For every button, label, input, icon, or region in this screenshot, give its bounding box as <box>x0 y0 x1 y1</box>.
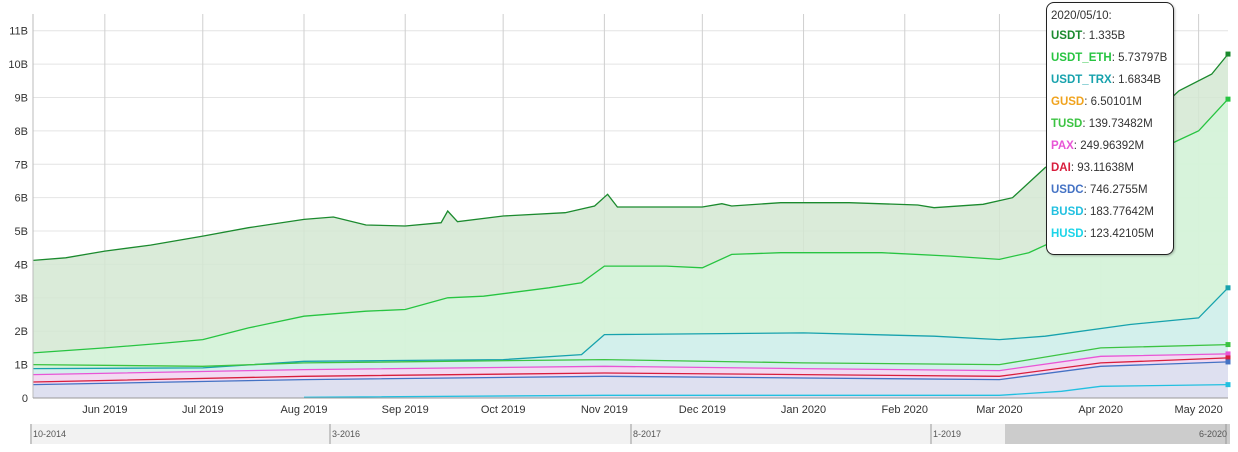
tooltip: 2020/05/10: USDT: 1.335B USDT_ETH: 5.7379… <box>1046 2 1174 255</box>
tooltip-series-value: 746.2755M <box>1089 184 1148 196</box>
tooltip-rows: USDT: 1.335B USDT_ETH: 5.73797B USDT_TRX: … <box>1051 29 1169 249</box>
tooltip-series-name: USDT_TRX <box>1051 74 1112 86</box>
tooltip-series-name: USDT <box>1051 30 1083 42</box>
tooltip-row-usdt: USDT: 1.335B <box>1051 29 1169 51</box>
tooltip-series-value: 249.96392M <box>1080 140 1145 152</box>
navigator-label: 10-2014 <box>33 429 66 439</box>
tooltip-separator: : <box>1082 30 1089 42</box>
y-tick-label: 3B <box>15 293 28 305</box>
series-lines <box>32 51 1231 398</box>
line-pax <box>32 353 1229 376</box>
range-navigator[interactable]: 10-2014 3-2016 8-2017 1-2019 6-2020 <box>30 424 1230 444</box>
tooltip-series-value: 6.50101M <box>1090 96 1142 108</box>
x-tick-label: Feb 2020 <box>882 404 928 416</box>
x-tick-label: Mar 2020 <box>976 404 1022 416</box>
tooltip-row-husd: HUSD: 123.42105M <box>1051 227 1169 249</box>
y-tick-label: 9B <box>15 92 28 104</box>
marker-tusd <box>1225 342 1231 348</box>
tooltip-series-value: 5.73797B <box>1118 52 1168 64</box>
tooltip-row-busd: BUSD: 183.77642M <box>1051 205 1169 227</box>
x-tick-label: Nov 2019 <box>581 404 628 416</box>
y-tick-label: 2B <box>15 326 28 338</box>
tooltip-separator: : <box>1083 184 1090 196</box>
tooltip-series-value: 1.335B <box>1088 30 1126 42</box>
y-tick-label: 1B <box>15 360 28 372</box>
tooltip-separator: : <box>1084 96 1091 108</box>
y-tick-label: 5B <box>15 226 28 238</box>
tooltip-date: 2020/05/10: <box>1051 10 1112 22</box>
tooltip-separator: : <box>1083 228 1090 240</box>
tooltip-separator: : <box>1111 74 1119 86</box>
x-axis: Jun 2019 Jul 2019 Aug 2019 Sep 2019 Oct 2019… <box>33 397 1228 416</box>
x-tick-label: Jan 2020 <box>781 404 826 416</box>
tooltip-series-value: 93.11638M <box>1077 162 1134 174</box>
tooltip-series-value: 1.6834B <box>1118 74 1161 86</box>
tooltip-series-name: DAI <box>1051 162 1071 174</box>
line-busd <box>303 383 1229 398</box>
navigator-label: 3-2016 <box>332 429 360 439</box>
tooltip-series-name: USDC <box>1051 184 1084 196</box>
line-usdt-trx <box>32 287 1229 370</box>
x-tick-label: Oct 2019 <box>481 404 526 416</box>
navigator-label: 8-2017 <box>633 429 661 439</box>
area-usdc <box>33 361 1228 398</box>
y-tick-label: 6B <box>15 193 28 205</box>
y-tick-label: 8B <box>15 126 28 138</box>
line-tusd <box>32 343 1229 367</box>
tooltip-series-name: PAX <box>1051 140 1074 152</box>
x-tick-label: Sep 2019 <box>382 404 429 416</box>
tooltip-separator: : <box>1070 162 1078 174</box>
tooltip-separator: : <box>1111 52 1119 64</box>
line-usdt <box>32 53 1229 262</box>
marker-usdc <box>1225 359 1231 365</box>
x-tick-label: Jul 2019 <box>182 404 224 416</box>
x-tick-label: Jun 2019 <box>82 404 127 416</box>
area-usdt-eth <box>33 99 1228 398</box>
y-tick-label: 11B <box>9 26 28 38</box>
navigator-label: 1-2019 <box>933 429 961 439</box>
navigator-label: 6-2020 <box>1199 429 1227 439</box>
marker-dai <box>1225 355 1231 361</box>
x-tick-label: Aug 2019 <box>280 404 327 416</box>
tooltip-series-value: 139.73482M <box>1088 118 1153 130</box>
marker-usdt-eth <box>1225 96 1231 102</box>
tooltip-series-value: 183.77642M <box>1089 206 1154 218</box>
tooltip-row-gusd: GUSD: 6.50101M <box>1051 95 1169 117</box>
y-tick-label: 7B <box>15 159 28 171</box>
tooltip-row-usdt-trx: USDT_TRX: 1.6834B <box>1051 73 1169 95</box>
y-tick-label: 4B <box>15 259 28 271</box>
tooltip-series-name: BUSD <box>1051 206 1084 218</box>
x-tick-label: Dec 2019 <box>679 404 726 416</box>
y-tick-label: 0 <box>22 393 28 405</box>
marker-busd <box>1225 382 1231 388</box>
tooltip-row-usdc: USDC: 746.2755M <box>1051 183 1169 205</box>
y-tick-label: 10B <box>8 59 28 71</box>
x-tick-label: May 2020 <box>1174 404 1222 416</box>
tooltip-series-name: GUSD <box>1051 96 1085 108</box>
tooltip-separator: : <box>1073 140 1081 152</box>
line-dai <box>32 357 1229 383</box>
line-usdc <box>32 361 1229 386</box>
y-axis: 0 1B 2B 3B 4B 5B 6B 7B 8B 9B 10B 11B <box>8 14 34 405</box>
tooltip-series-name: TUSD <box>1051 118 1083 130</box>
tooltip-row-usdt-eth: USDT_ETH: 5.73797B <box>1051 51 1169 73</box>
tooltip-series-value: 123.42105M <box>1089 228 1154 240</box>
tooltip-row-dai: DAI: 93.11638M <box>1051 161 1169 183</box>
navigator-selection[interactable] <box>1005 424 1230 444</box>
tooltip-row-pax: PAX: 249.96392M <box>1051 139 1169 161</box>
marker-usdt-trx <box>1225 285 1231 291</box>
marker-usdt <box>1225 51 1231 57</box>
tooltip-separator: : <box>1083 206 1090 218</box>
tooltip-row-tusd: TUSD: 139.73482M <box>1051 117 1169 139</box>
tooltip-series-name: USDT_ETH <box>1051 52 1112 64</box>
marker-pax <box>1225 351 1231 357</box>
x-tick-label: Apr 2020 <box>1078 404 1123 416</box>
tooltip-separator: : <box>1082 118 1089 130</box>
tooltip-series-name: HUSD <box>1051 228 1084 240</box>
